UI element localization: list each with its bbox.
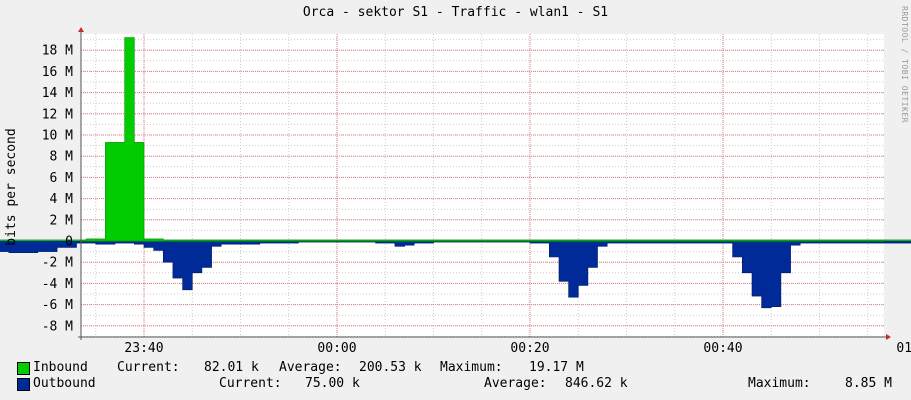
y-axis-arrow	[78, 27, 84, 32]
inbound-swatch	[17, 362, 30, 375]
inbound-maximum-value: 19.17 M	[529, 360, 584, 375]
y-tick-label: 0	[65, 235, 73, 250]
y-tick-label: -2 M	[42, 256, 73, 271]
y-tick-label: 6 M	[50, 171, 74, 186]
inbound-average-label: Average:	[279, 360, 342, 375]
y-tick-label: 18 M	[42, 44, 73, 59]
plot-area	[81, 34, 884, 337]
y-axis-label: bits per second	[4, 128, 19, 245]
inbound-average-value: 200.53 k	[359, 360, 422, 375]
series-line-inbound	[0, 37, 911, 241]
inbound-label: Inbound	[33, 360, 88, 375]
y-tick-label: 10 M	[42, 129, 73, 144]
y-tick-label: 12 M	[42, 107, 73, 122]
y-tick-labels: 18 M 16 M 14 M 12 M 10 M 8 M 6 M 4 M 2 M 0 -2 M -4 …	[42, 44, 73, 335]
series-area-outbound	[0, 241, 911, 308]
outbound-maximum-value: 8.85 M	[845, 376, 892, 391]
x-tick-label: 01:00	[896, 341, 911, 356]
outbound-swatch	[17, 378, 30, 391]
outbound-current-value: 75.00 k	[305, 376, 360, 391]
x-axis-arrow	[886, 334, 891, 340]
x-tick-label: 00:20	[510, 341, 549, 356]
inbound-maximum-label: Maximum:	[440, 360, 503, 375]
y-tick-label: -6 M	[42, 298, 73, 313]
y-tick-label: 2 M	[50, 213, 74, 228]
outbound-current-label: Current:	[219, 376, 282, 391]
outbound-average-value: 846.62 k	[565, 376, 628, 391]
x-tick-label: 23:40	[124, 341, 163, 356]
chart-title: Orca - sektor S1 - Traffic - wlan1 - S1	[302, 5, 609, 20]
rrdtool-watermark: RRDTOOL / TOBI OETIKER	[900, 6, 909, 123]
x-tick-label: 00:40	[703, 341, 742, 356]
series-layer	[0, 37, 911, 309]
inbound-current-value: 82.01 k	[204, 360, 259, 375]
y-tick-label: -4 M	[42, 277, 73, 292]
axes	[78, 27, 891, 340]
y-tick-label: 8 M	[50, 150, 74, 165]
y-tick-label: 4 M	[50, 192, 74, 207]
grid-major	[81, 34, 884, 337]
y-tick-label: 14 M	[42, 86, 73, 101]
x-tick-label: 00:00	[317, 341, 356, 356]
outbound-maximum-label: Maximum:	[748, 376, 811, 391]
y-tick-label: 16 M	[42, 65, 73, 80]
inbound-current-label: Current:	[117, 360, 180, 375]
outbound-label: Outbound	[33, 376, 96, 391]
y-tick-label: -8 M	[42, 319, 73, 334]
outbound-average-label: Average:	[484, 376, 547, 391]
x-tick-labels: 23:4000:0000:2000:4001:0001:2001:4002:00…	[124, 341, 911, 356]
series-line-outbound	[0, 241, 911, 309]
